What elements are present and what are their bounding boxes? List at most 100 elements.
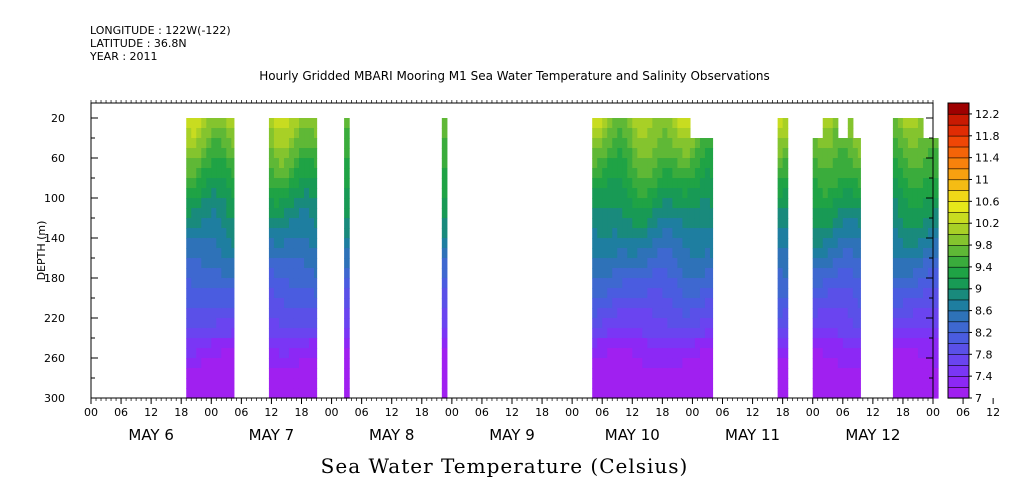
heatmap-cell	[852, 378, 859, 389]
heatmap-cell	[677, 228, 683, 239]
x-day-label: MAY 6	[128, 426, 174, 444]
heatmap-cell	[196, 138, 202, 149]
heatmap-cell	[211, 238, 217, 249]
heatmap-cell	[632, 268, 638, 279]
heatmap-cell	[677, 308, 683, 319]
heatmap-cell	[642, 138, 648, 149]
heatmap-cell	[617, 348, 623, 359]
heatmap-cell	[617, 118, 623, 129]
heatmap-cell	[216, 308, 222, 319]
heatmap-cell	[273, 248, 280, 259]
heatmap-cell	[293, 218, 300, 229]
heatmap-cell	[927, 288, 934, 299]
heatmap-cell	[699, 268, 706, 279]
heatmap-cell	[782, 208, 789, 219]
heatmap-cell	[288, 118, 295, 129]
heatmap-cell	[852, 188, 859, 199]
heatmap-cell	[847, 318, 854, 329]
heatmap-cell	[632, 348, 638, 359]
heatmap-cell	[897, 208, 904, 219]
heatmap-cell	[216, 218, 222, 229]
heatmap-cell	[283, 298, 290, 309]
heatmap-cell	[812, 308, 819, 319]
heatmap-cell	[441, 238, 448, 249]
heatmap-cell	[612, 358, 618, 369]
heatmap-cell	[652, 368, 658, 379]
heatmap-cell	[917, 128, 924, 139]
heatmap-cell	[206, 218, 212, 229]
heatmap-cell	[637, 258, 643, 269]
heatmap-cell	[632, 298, 638, 309]
heatmap-cell	[201, 148, 207, 159]
heatmap-cell	[191, 318, 197, 329]
heatmap-cell	[642, 118, 648, 129]
heatmap-cell	[672, 318, 678, 329]
heatmap-cell	[709, 368, 714, 379]
heatmap-cell	[278, 218, 285, 229]
heatmap-cell	[441, 248, 448, 259]
heatmap-cell	[709, 188, 714, 199]
heatmap-cell	[704, 248, 711, 259]
heatmap-cell	[602, 308, 608, 319]
heatmap-cell	[304, 338, 310, 349]
heatmap-cell	[288, 188, 295, 199]
latitude-label: LATITUDE : 36.8N	[90, 37, 187, 50]
heatmap-cell	[709, 278, 714, 289]
heatmap-cell	[191, 268, 197, 279]
heatmap-cell	[344, 198, 350, 209]
heatmap-cell	[441, 268, 448, 279]
heatmap-cell	[657, 218, 663, 229]
heatmap-cell	[298, 308, 305, 319]
heatmap-cell	[632, 308, 638, 319]
heatmap-cell	[907, 288, 914, 299]
heatmap-cell	[309, 328, 315, 339]
heatmap-cell	[637, 118, 643, 129]
plot-area	[186, 118, 939, 399]
heatmap-cell	[211, 148, 217, 159]
heatmap-cell	[672, 258, 678, 269]
heatmap-cell	[812, 248, 819, 259]
heatmap-cell	[206, 388, 212, 399]
heatmap-cell	[221, 168, 227, 179]
heatmap-cell	[667, 328, 673, 339]
heatmap-cell	[687, 158, 691, 169]
heatmap-cell	[196, 338, 202, 349]
heatmap-cell	[782, 248, 789, 259]
heatmap-cell	[687, 178, 691, 189]
heatmap-cell	[827, 328, 834, 339]
heatmap-cell	[637, 138, 643, 149]
heatmap-cell	[812, 258, 819, 269]
heatmap-cell	[694, 268, 701, 279]
x-day-label: MAY 8	[369, 426, 415, 444]
heatmap-cell	[622, 178, 628, 189]
heatmap-cell	[822, 328, 829, 339]
colorbar-swatch	[947, 244, 970, 257]
heatmap-cell	[293, 188, 300, 199]
heatmap-cell	[622, 158, 628, 169]
heatmap-cell	[699, 218, 706, 229]
heatmap-cell	[837, 158, 844, 169]
heatmap-cell	[278, 178, 285, 189]
heatmap-cell	[897, 298, 904, 309]
heatmap-cell	[216, 168, 222, 179]
heatmap-cell	[657, 168, 663, 179]
heatmap-cell	[694, 348, 701, 359]
heatmap-cell	[592, 118, 598, 129]
heatmap-cell	[827, 258, 834, 269]
heatmap-cell	[709, 358, 714, 369]
heatmap-cell	[201, 288, 207, 299]
colorbar-label: 10.6	[975, 195, 1000, 208]
heatmap-cell	[612, 318, 618, 329]
heatmap-cell	[602, 248, 608, 259]
heatmap-cell	[907, 168, 914, 179]
heatmap-cell	[293, 358, 300, 369]
heatmap-cell	[657, 348, 663, 359]
heatmap-cell	[667, 388, 673, 399]
heatmap-cell	[201, 208, 207, 219]
heatmap-cell	[677, 118, 683, 129]
heatmap-cell	[231, 278, 235, 289]
heatmap-cell	[647, 298, 653, 309]
heatmap-cell	[304, 178, 310, 189]
heatmap-cell	[211, 198, 217, 209]
heatmap-cell	[278, 198, 285, 209]
